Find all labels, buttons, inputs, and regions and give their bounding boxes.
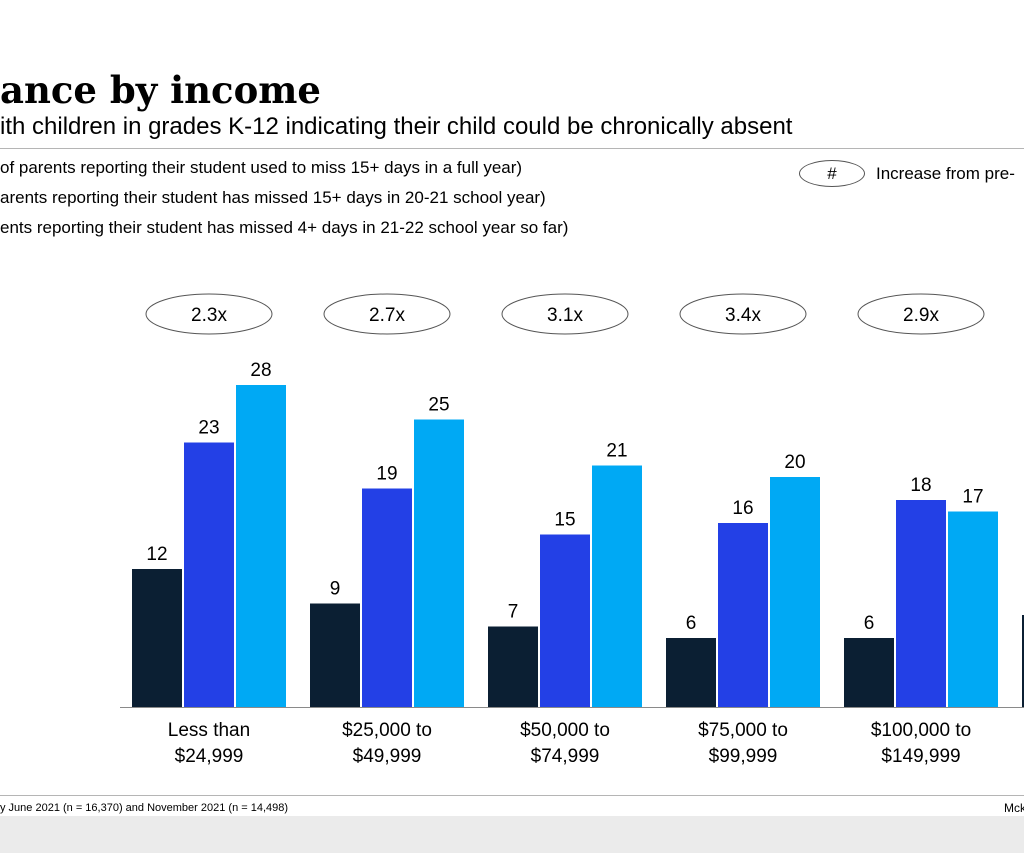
bar-4-series-0	[844, 638, 894, 707]
data-label-4-series-0: 6	[864, 613, 875, 634]
bar-0-series-2	[236, 385, 286, 707]
bottom-band	[0, 816, 1024, 853]
multiplier-oval-0	[145, 293, 273, 335]
bar-3-series-0	[666, 638, 716, 707]
multiplier-oval-4	[857, 293, 985, 335]
category-label-4-line-2: $149,999	[881, 746, 960, 767]
bar-4-series-1	[896, 500, 946, 707]
chart-title: ance by income	[0, 68, 321, 112]
data-label-3-series-0: 6	[686, 613, 697, 634]
legend-key-label: Increase from pre-	[876, 164, 1015, 183]
legend-item-2020-21: arents reporting their student has misse…	[0, 188, 546, 207]
bar-partial	[1022, 615, 1024, 707]
legend-item-pre-pandemic: of parents reporting their student used …	[0, 158, 523, 177]
data-label-0-series-0: 12	[146, 544, 167, 565]
data-label-1-series-2: 25	[428, 395, 449, 416]
bar-1-series-2	[414, 419, 464, 707]
bar-2-series-1	[540, 534, 590, 707]
data-label-4-series-2: 17	[962, 487, 983, 508]
category-label-2-line-1: $50,000 to	[520, 720, 610, 741]
data-label-0-series-1: 23	[198, 418, 219, 439]
data-label-3-series-2: 20	[784, 452, 805, 473]
category-label-0-line-2: $24,999	[175, 746, 244, 767]
multiplier-label-1: 2.7x	[369, 305, 405, 326]
data-label-1-series-1: 19	[376, 464, 397, 485]
multiplier-label-2: 3.1x	[547, 305, 583, 326]
data-label-2-series-2: 21	[606, 441, 627, 462]
category-label-1-line-1: $25,000 to	[342, 720, 432, 741]
data-label-0-series-2: 28	[250, 360, 271, 381]
multiplier-label-4: 2.9x	[903, 305, 939, 326]
category-label-2-line-2: $74,999	[531, 746, 600, 767]
bar-1-series-0	[310, 603, 360, 707]
brand-label: Mck	[1004, 801, 1024, 815]
multiplier-oval-3	[679, 293, 807, 335]
chart-subtitle: ith children in grades K-12 indicating t…	[0, 113, 793, 140]
bar-2-series-0	[488, 626, 538, 707]
header-divider	[0, 148, 1024, 149]
bar-1-series-1	[362, 488, 412, 707]
bar-4-series-2	[948, 511, 998, 707]
data-label-2-series-0: 7	[508, 602, 519, 623]
legend-item-2021-22: ents reporting their student has missed …	[0, 218, 569, 237]
data-label-1-series-0: 9	[330, 579, 341, 600]
bar-chart: 12 23 28 2.3x Less than $24,999 9 19 25 2.7x $25,0…	[120, 293, 1024, 767]
category-label-0-line-1: Less than	[168, 720, 250, 741]
legend-key-oval: #	[799, 160, 865, 187]
multiplier-label-0: 2.3x	[191, 305, 227, 326]
multiplier-oval-2	[501, 293, 629, 335]
category-label-1-line-2: $49,999	[353, 746, 422, 767]
data-label-3-series-1: 16	[732, 498, 753, 519]
bar-3-series-2	[770, 477, 820, 707]
bar-3-series-1	[718, 523, 768, 707]
data-label-2-series-1: 15	[554, 510, 575, 531]
category-label-3-line-1: $75,000 to	[698, 720, 788, 741]
data-label-4-series-1: 18	[910, 475, 931, 496]
bar-0-series-1	[184, 442, 234, 707]
category-label-4-line-1: $100,000 to	[871, 720, 971, 741]
source-footnote: y June 2021 (n = 16,370) and November 20…	[0, 802, 289, 814]
category-label-3-line-2: $99,999	[709, 746, 778, 767]
footer-divider	[0, 795, 1024, 796]
multiplier-oval-1	[323, 293, 451, 335]
multiplier-label-3: 3.4x	[725, 305, 761, 326]
bar-0-series-0	[132, 569, 182, 707]
bar-2-series-2	[592, 465, 642, 707]
